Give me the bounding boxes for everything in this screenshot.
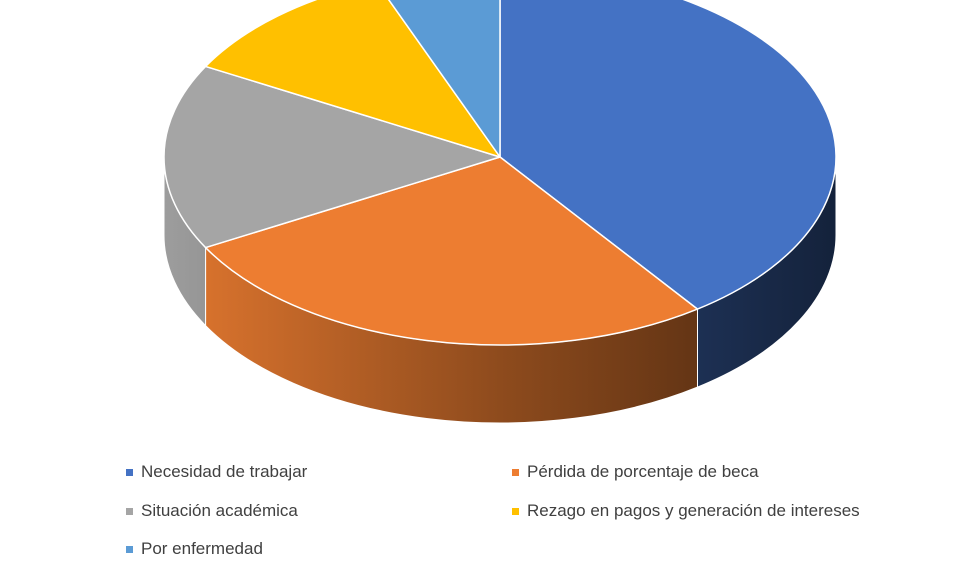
legend-swatch-rezago	[512, 507, 519, 515]
legend-label: Necesidad de trabajar	[141, 462, 308, 481]
legend-label: Rezago en pagos y generación de interese…	[527, 501, 860, 520]
pie-chart-svg	[163, 0, 837, 424]
pie-slice-situacion-academica	[163, 65, 501, 249]
chart-legend: Necesidad de trabajar Pérdida de porcent…	[0, 440, 956, 580]
pie-slice-perdida-de-porcentaje-de-beca	[204, 156, 699, 346]
legend-label: Por enfermedad	[141, 539, 263, 558]
legend-item-enfermedad: Por enfermedad	[126, 539, 263, 559]
pie-slice-por-enfermedad	[387, 0, 501, 158]
pie-slice-rezago-en-pagos-y-generacion-de-intereses	[204, 0, 501, 158]
legend-swatch-situacion	[126, 507, 133, 515]
legend-swatch-enfermedad	[126, 545, 133, 553]
legend-item-necesidad: Necesidad de trabajar	[126, 462, 307, 482]
legend-item-rezago: Rezago en pagos y generación de interese…	[512, 501, 860, 521]
pie-chart	[163, 0, 837, 424]
legend-item-situacion: Situación académica	[126, 501, 298, 521]
legend-swatch-necesidad	[126, 468, 133, 476]
legend-swatch-perdida	[512, 468, 519, 476]
legend-item-perdida: Pérdida de porcentaje de beca	[512, 462, 759, 482]
legend-label: Situación académica	[141, 501, 298, 520]
pie-slice-necesidad-de-trabajar	[499, 0, 837, 310]
legend-label: Pérdida de porcentaje de beca	[527, 462, 759, 481]
